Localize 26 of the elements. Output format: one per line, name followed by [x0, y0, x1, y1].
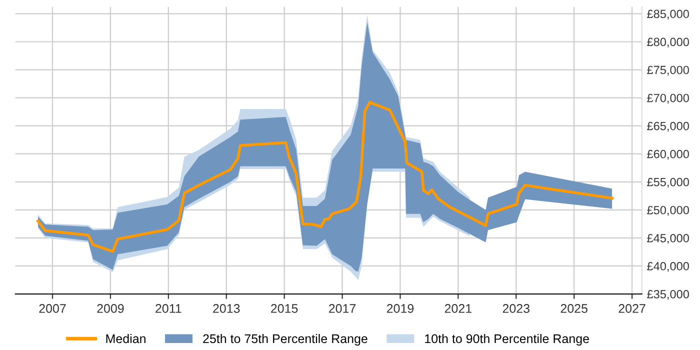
y-tick-label: £35,000 — [647, 290, 689, 300]
y-tick-label: £85,000 — [647, 10, 689, 20]
y-tick-label: £80,000 — [647, 38, 689, 48]
y-tick-label: £70,000 — [647, 94, 689, 104]
y-tick-label: £60,000 — [647, 150, 689, 160]
x-tick-label: 2013 — [213, 304, 240, 313]
x-tick-label: 2025 — [560, 304, 588, 313]
y-tick-label: £75,000 — [647, 66, 689, 76]
y-tick-label: £40,000 — [647, 262, 689, 272]
line-series — [36, 100, 614, 253]
y-tick-label: £45,000 — [647, 234, 689, 244]
x-tick-label: 2009 — [97, 304, 124, 313]
x-tick-label: 2019 — [386, 304, 414, 313]
x-tick-label: 2011 — [156, 304, 182, 313]
x-tick-label: 2015 — [271, 304, 298, 313]
x-tick-label: 2027 — [618, 304, 646, 313]
legend-label: 25th to 75th Percentile Range — [203, 334, 368, 346]
x-tick-label: 2007 — [39, 304, 66, 313]
legend-label: 10th to 90th Percentile Range — [425, 334, 589, 346]
y-tick-label: £55,000 — [647, 178, 689, 188]
y-tick-label: £65,000 — [647, 122, 689, 132]
x-tick-label: 2021 — [444, 304, 472, 313]
y-tick-label: £50,000 — [647, 206, 689, 216]
x-tick-label: 2017 — [328, 304, 356, 313]
legend-label: Median — [106, 334, 146, 344]
x-tick-label: 2023 — [502, 304, 530, 313]
